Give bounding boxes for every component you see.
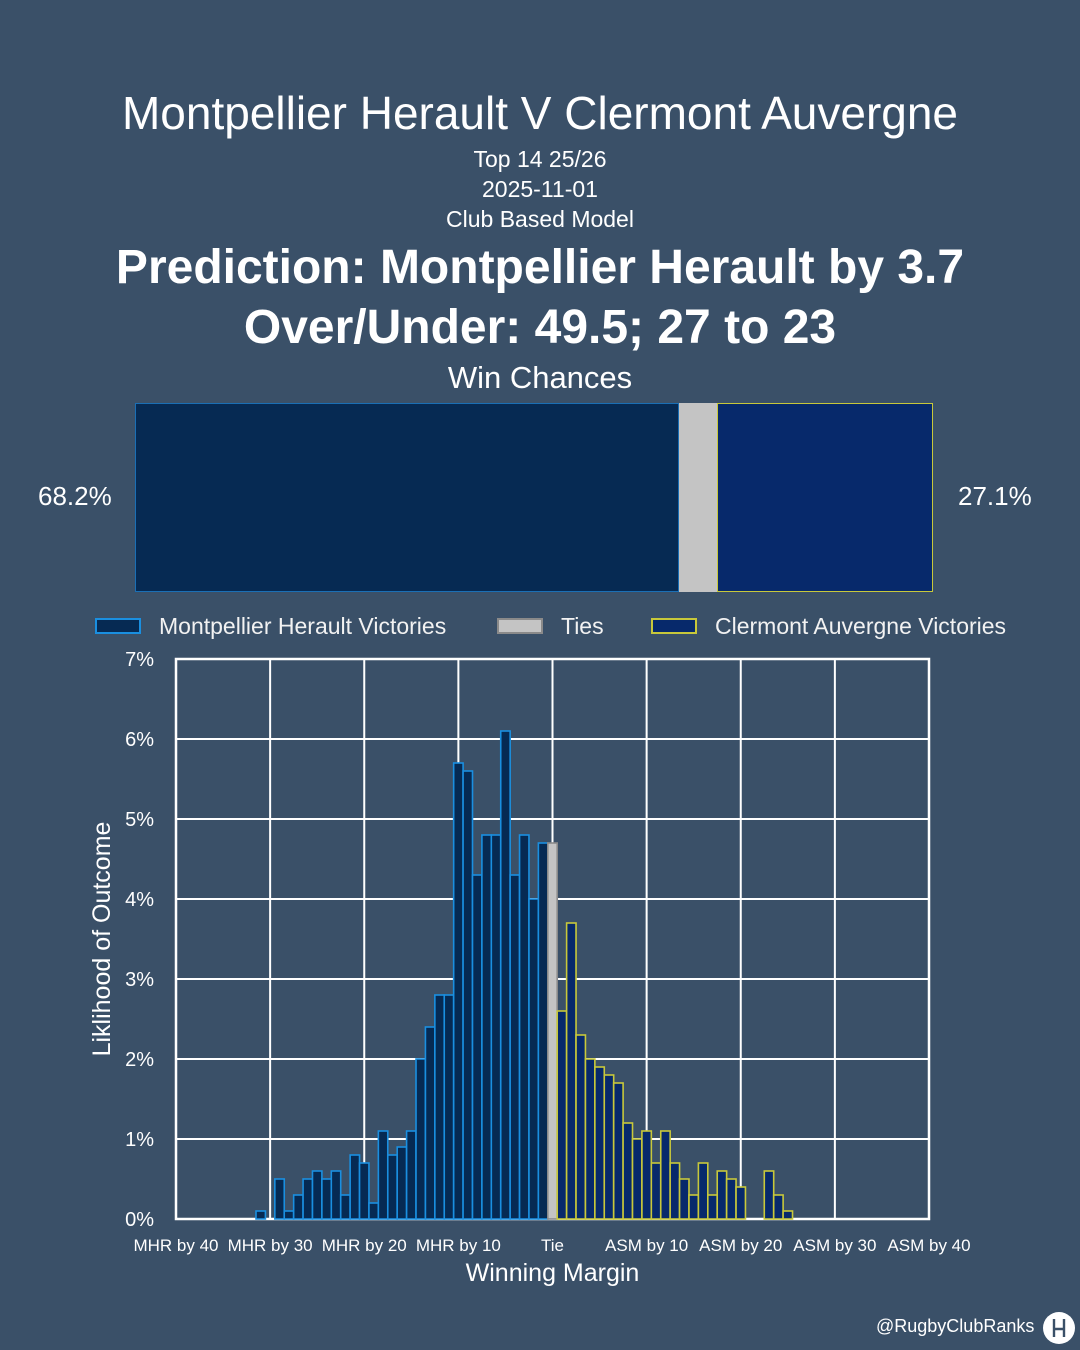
competition-label: Top 14 25/26 xyxy=(473,146,607,172)
y-tick-label: 3% xyxy=(125,969,154,991)
histogram-bar xyxy=(603,1074,615,1220)
histogram-bar xyxy=(669,1162,681,1220)
histogram-bar xyxy=(358,1162,370,1220)
y-tick-label: 0% xyxy=(125,1209,154,1231)
tie-segment xyxy=(679,403,717,592)
histogram-bar xyxy=(641,1130,653,1220)
histogram-bar xyxy=(697,1162,709,1220)
histogram-bar xyxy=(735,1186,747,1220)
histogram-bar xyxy=(584,1058,596,1220)
away-win-segment xyxy=(716,403,933,592)
histogram-bar xyxy=(434,994,446,1220)
win-chances-title: Win Chances xyxy=(447,360,633,395)
x-tick-label: MHR by 40 xyxy=(133,1236,218,1255)
legend-swatch-home xyxy=(95,618,141,634)
x-tick-label: ASM by 20 xyxy=(699,1236,782,1255)
away-win-percent: 27.1% xyxy=(958,481,1032,511)
x-tick-label: ASM by 40 xyxy=(887,1236,970,1255)
x-tick-label: MHR by 30 xyxy=(228,1236,313,1255)
histogram-bar xyxy=(349,1154,361,1220)
histogram-bar xyxy=(452,762,464,1220)
histogram-bar xyxy=(321,1178,333,1220)
histogram-bar xyxy=(678,1178,690,1220)
legend-item-home: Montpellier Herault Victories xyxy=(95,610,446,642)
legend: Montpellier Herault Victories Ties Clerm… xyxy=(0,610,1080,644)
histogram-bar xyxy=(725,1178,737,1220)
y-tick-label: 4% xyxy=(125,889,154,911)
histogram-bar xyxy=(612,1082,624,1220)
margin-histogram: 0% 1% 2% 3% 4% 5% 6% 7% MHR by 40 MHR by 30 MHR by… xyxy=(88,649,971,1287)
y-tick-label: 6% xyxy=(125,729,154,751)
histogram-bar xyxy=(631,1138,643,1220)
x-axis-title: Winning Margin xyxy=(466,1259,640,1287)
histogram-bar xyxy=(537,842,549,1220)
histogram-bar xyxy=(565,922,577,1220)
y-axis-title: Liklihood of Outcome xyxy=(88,822,116,1057)
model-label: Club Based Model xyxy=(446,206,634,232)
histogram-bar xyxy=(471,874,483,1220)
histogram-bar xyxy=(302,1178,314,1220)
legend-label-tie: Ties xyxy=(561,612,604,639)
histogram-bar xyxy=(650,1162,662,1220)
histogram-bar xyxy=(499,730,511,1220)
x-tick-label: MHR by 10 xyxy=(416,1236,501,1255)
histogram-bar xyxy=(415,1058,427,1220)
histogram-bar xyxy=(292,1194,304,1220)
x-tick-label: ASM by 10 xyxy=(605,1236,688,1255)
histogram-bar xyxy=(772,1194,784,1220)
histogram-bar xyxy=(283,1210,295,1220)
legend-label-home: Montpellier Herault Victories xyxy=(159,612,447,639)
date-label: 2025-11-01 xyxy=(482,176,598,202)
histogram-bar xyxy=(509,874,521,1220)
x-tick-label: MHR by 20 xyxy=(322,1236,407,1255)
histogram-bar xyxy=(377,1130,389,1220)
y-tick-label: 1% xyxy=(125,1129,154,1151)
prediction-text: Prediction: Montpellier Herault by 3.7 xyxy=(115,241,965,294)
logo-icon xyxy=(1043,1312,1075,1344)
histogram-bar xyxy=(274,1178,286,1220)
histogram-bar xyxy=(763,1170,775,1220)
histogram-bar xyxy=(443,994,455,1220)
histogram-bar xyxy=(556,1010,568,1220)
histogram-bar xyxy=(518,834,530,1220)
histogram-bar xyxy=(311,1170,323,1220)
win-chances-bar xyxy=(135,403,933,592)
legend-item-tie: Ties xyxy=(497,610,604,642)
histogram-bar xyxy=(528,898,540,1220)
x-tick-label: Tie xyxy=(541,1236,564,1255)
histogram-bar xyxy=(405,1130,417,1220)
histogram-bar xyxy=(462,770,474,1220)
histogram-bar xyxy=(782,1210,794,1220)
histogram-bar xyxy=(716,1170,728,1220)
histogram-bar xyxy=(396,1146,408,1220)
histogram-bar xyxy=(424,1026,436,1220)
y-tick-label: 5% xyxy=(125,809,154,831)
histogram-bar xyxy=(594,1066,606,1220)
histogram-bar xyxy=(339,1194,351,1220)
over-under-text: Over/Under: 49.5; 27 to 23 xyxy=(243,301,837,354)
home-win-percent: 68.2% xyxy=(38,481,112,511)
histogram-bar xyxy=(688,1194,700,1220)
home-win-segment xyxy=(135,403,680,592)
legend-swatch-tie xyxy=(497,618,543,634)
histogram-bar xyxy=(622,1122,634,1220)
histogram-bar xyxy=(546,842,559,1220)
histogram-bar xyxy=(490,834,502,1220)
histogram-bar xyxy=(659,1130,671,1220)
histogram-bar xyxy=(255,1210,267,1220)
histogram-bar xyxy=(368,1202,380,1220)
histogram-bar xyxy=(330,1170,342,1220)
histogram-bar xyxy=(481,834,493,1220)
legend-item-away: Clermont Auvergne Victories xyxy=(651,610,1006,642)
histogram-bar xyxy=(386,1154,398,1220)
chart-title: Montpellier Herault V Clermont Auvergne xyxy=(121,87,959,139)
credit-handle: @RugbyClubRanks xyxy=(876,1316,1035,1336)
histogram-bar xyxy=(707,1194,719,1220)
legend-swatch-away xyxy=(651,618,697,634)
legend-label-away: Clermont Auvergne Victories xyxy=(715,612,1007,639)
histogram-bar xyxy=(575,1034,587,1220)
y-tick-label: 2% xyxy=(125,1049,154,1071)
y-tick-label: 7% xyxy=(125,649,154,671)
x-tick-label: ASM by 30 xyxy=(793,1236,876,1255)
